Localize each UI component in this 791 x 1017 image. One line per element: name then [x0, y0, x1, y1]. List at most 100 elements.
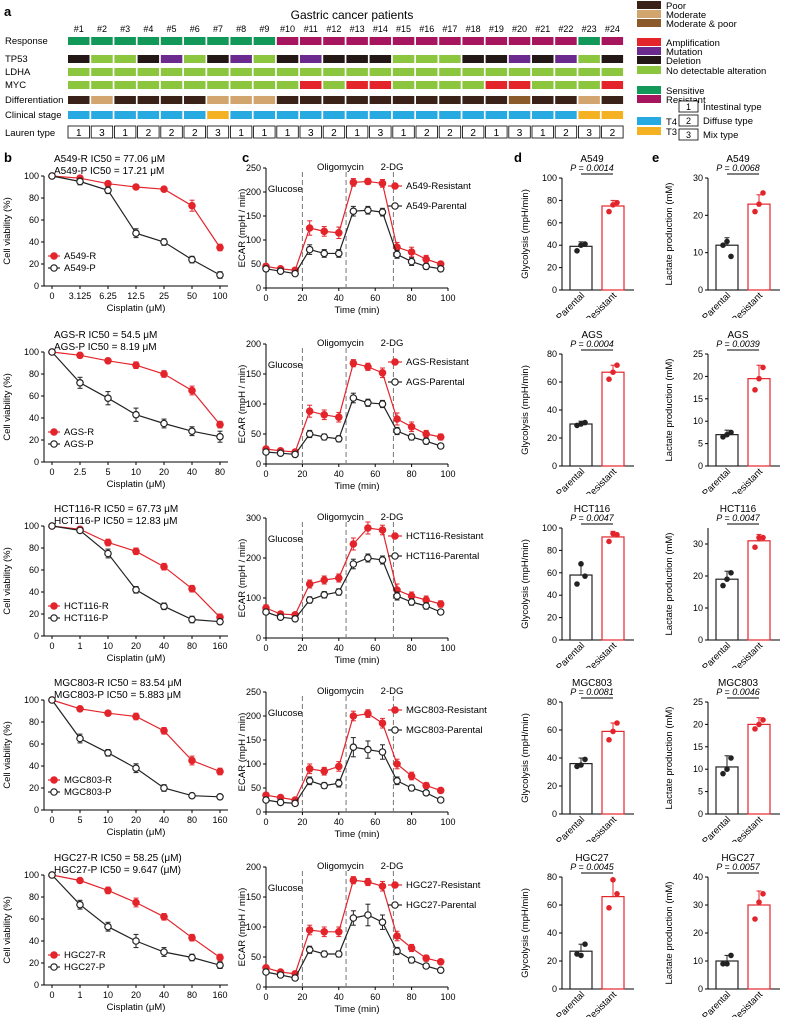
heat-cell-myc	[601, 81, 624, 89]
y-tick-label: 30	[693, 173, 703, 183]
replicate-point	[752, 916, 758, 922]
x-axis-label: Time (min)	[334, 655, 379, 666]
data-point	[262, 608, 270, 616]
data-point	[104, 356, 112, 365]
bar	[747, 203, 771, 291]
data-point	[378, 719, 387, 728]
data-point	[76, 351, 84, 360]
heat-cell-ldha	[276, 68, 299, 76]
heat-cell-response	[532, 37, 554, 45]
legend-lauren-label: Intestinal type	[703, 102, 762, 113]
bar	[715, 244, 739, 291]
heat-cell-tp53	[369, 55, 392, 63]
replicate-point	[752, 387, 758, 393]
x-tick-label: 40	[334, 643, 344, 653]
data-point	[335, 249, 343, 258]
heat-cell-myc	[137, 81, 160, 89]
heat-cell-clinical	[160, 111, 183, 119]
y-tick-label: 100	[24, 521, 39, 531]
lauren-cell	[461, 125, 485, 139]
data-point	[391, 378, 399, 386]
lauren-cell	[183, 125, 206, 139]
replicate-point	[724, 431, 730, 438]
heat-cell-differentiation	[508, 96, 531, 104]
legend-lauren-box	[678, 100, 699, 113]
legend-swatch-sensitive	[637, 86, 661, 94]
y-tick-label: 20	[29, 783, 39, 793]
data-point	[216, 243, 224, 252]
legend-label-mutation: Mutation	[666, 47, 702, 58]
data-point	[76, 177, 84, 186]
data-point	[188, 756, 196, 765]
heat-cell-myc	[230, 81, 252, 89]
y-tick-label: 20	[693, 928, 703, 938]
heat-cell-differentiation	[532, 96, 554, 104]
data-point	[160, 562, 168, 571]
heat-cell-tp53	[91, 55, 113, 63]
chart-title: A549	[580, 154, 604, 165]
heat-cell-response	[68, 37, 90, 45]
heat-cell-ldha	[114, 68, 136, 76]
replicate-point	[610, 202, 616, 208]
lauren-cell	[137, 125, 160, 139]
marker-glucose: Glucose	[268, 883, 303, 894]
data-point	[364, 709, 372, 718]
chart-title: AGS	[727, 330, 748, 341]
data-point	[160, 602, 168, 611]
chart-e-3: MGC803 0 5 10 15 20 25 Lactate production (mM) P…	[664, 678, 780, 842]
heat-cell-clinical	[578, 111, 600, 119]
bar	[601, 730, 625, 815]
y-axis-label: Glycolysis (mpH/min)	[520, 189, 531, 279]
y-tick-label: 0	[34, 980, 39, 990]
ic50-annotation: HGC27-R IC50 = 58.25 (μM)	[54, 853, 182, 864]
marker-oligomycin: Oligomycin	[317, 512, 364, 523]
replicate-point	[720, 961, 726, 967]
heat-cell-tp53	[416, 55, 438, 63]
replicate-point	[724, 766, 730, 772]
legend-label: A549-P	[64, 263, 96, 274]
x-tick-label: 20	[159, 467, 169, 477]
y-tick-label: 0	[698, 984, 703, 994]
heat-cell-clinical	[300, 111, 322, 119]
x-tick-label: 0	[263, 992, 268, 1002]
row-label-response: Response	[5, 36, 48, 47]
data-point	[305, 946, 314, 954]
chart-title: HCT116	[574, 504, 611, 515]
y-axis-label: Lactate production (mM)	[664, 359, 675, 462]
bar	[601, 536, 625, 641]
y-tick-label: 0	[256, 982, 261, 992]
heat-cell-ldha	[508, 68, 531, 76]
data-point	[349, 743, 358, 752]
data-point	[407, 257, 416, 266]
data-point	[132, 410, 140, 419]
y-tick-label: 200	[246, 711, 261, 721]
legend-lauren-label: Mix type	[703, 130, 738, 141]
replicate-point	[578, 242, 584, 248]
y-tick-label: 80	[29, 892, 39, 902]
heat-cell-response	[462, 37, 484, 45]
data-point	[276, 798, 285, 807]
y-tick-label: 80	[547, 349, 557, 359]
heat-cell-differentiation	[439, 96, 461, 104]
replicate-point	[728, 253, 734, 260]
ic50-annotation: A549-P IC50 = 17.21 μM	[54, 166, 164, 177]
x-tick-label: Resistant	[729, 640, 765, 668]
data-point	[349, 178, 358, 187]
heat-cell-response	[160, 37, 183, 45]
data-point	[422, 430, 430, 438]
heat-cell-tp53	[462, 55, 484, 63]
lauren-value: 2	[470, 128, 476, 139]
data-point	[216, 793, 224, 801]
y-tick-label: 0	[552, 809, 557, 819]
data-point	[391, 706, 399, 714]
replicate-point	[760, 190, 766, 196]
y-tick-label: 0	[34, 457, 39, 467]
ic50-annotation: HCT116-R IC50 = 67.73 μM	[54, 504, 178, 515]
marker-2dg: 2-DG	[381, 338, 404, 349]
lauren-value: 2	[610, 128, 616, 139]
heat-cell-ldha	[439, 68, 461, 76]
legend-label: A549-Resistant	[406, 181, 471, 192]
replicate-point	[606, 376, 612, 382]
data-point	[391, 726, 399, 734]
x-tick-label: 12.5	[127, 291, 145, 301]
